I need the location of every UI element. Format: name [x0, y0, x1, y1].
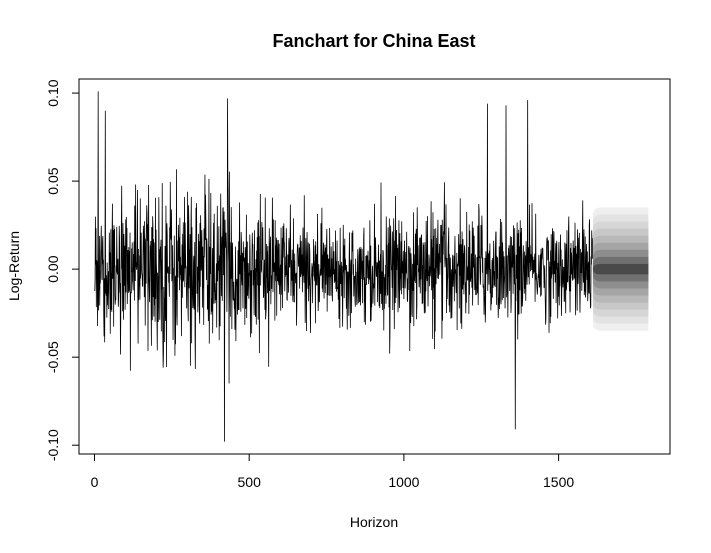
x-tick-label: 0 — [91, 474, 99, 490]
x-axis-label: Horizon — [350, 514, 398, 530]
y-tick-label: -0.10 — [45, 429, 61, 461]
chart-title: Fanchart for China East — [272, 31, 475, 51]
y-tick-label: 0.10 — [45, 79, 61, 106]
x-tick-label: 500 — [238, 474, 262, 490]
x-axis: 0 500 1000 1500 — [91, 453, 574, 490]
series-line — [94, 91, 594, 442]
y-tick-label: 0.05 — [45, 167, 61, 194]
y-tick-label: 0.00 — [45, 255, 61, 282]
series-layer — [94, 91, 594, 442]
fan-band — [592, 263, 649, 275]
y-axis: -0.10 -0.05 0.00 0.05 0.10 — [45, 79, 80, 461]
y-axis-label: Log-Return — [6, 231, 22, 301]
fan-layer — [592, 207, 649, 331]
x-tick-label: 1500 — [543, 474, 574, 490]
y-tick-label: -0.05 — [45, 341, 61, 373]
x-tick-label: 1000 — [388, 474, 419, 490]
